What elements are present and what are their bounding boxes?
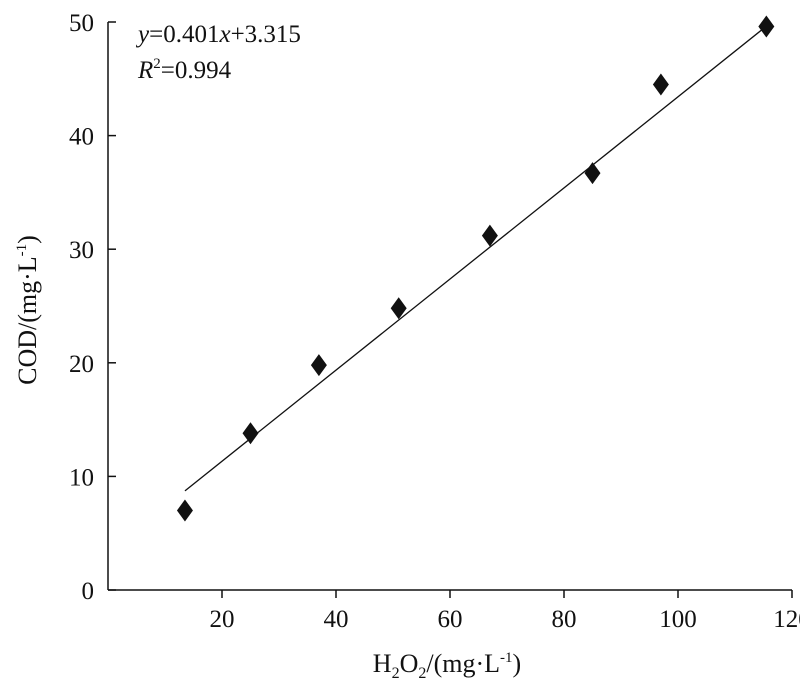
r-squared: R2=0.994 <box>137 56 232 84</box>
data-point <box>481 224 498 247</box>
y-ticks: 0 10 20 30 40 50 <box>69 10 116 605</box>
x-tick-label: 120 <box>773 606 800 633</box>
data-points <box>176 15 775 522</box>
data-point <box>758 15 775 38</box>
x-tick-label: 20 <box>210 606 235 633</box>
x-tick-label: 60 <box>438 606 463 633</box>
data-point <box>652 73 669 96</box>
data-point <box>584 162 601 185</box>
y-axis-title: COD/(mg·L-1) <box>13 235 42 385</box>
data-point <box>176 499 193 522</box>
fit-line <box>184 25 767 492</box>
plot-area: 20 40 60 80 100 120 0 10 20 30 40 50 <box>69 10 800 633</box>
x-tick-label: 40 <box>324 606 349 633</box>
y-tick-label: 40 <box>69 124 94 151</box>
y-tick-label: 50 <box>69 10 94 37</box>
x-tick-label: 100 <box>659 606 697 633</box>
x-ticks: 20 40 60 80 100 120 <box>210 590 800 633</box>
x-axis-title: H2O2/(mg·L-1) <box>373 649 521 682</box>
data-point <box>242 422 259 445</box>
fit-equation: y=0.401x+3.315 <box>135 21 301 48</box>
y-tick-label: 0 <box>82 578 95 605</box>
y-tick-label: 30 <box>69 237 94 264</box>
y-tick-label: 20 <box>69 351 94 378</box>
x-tick-label: 80 <box>552 606 577 633</box>
data-point <box>390 297 407 320</box>
y-tick-label: 10 <box>69 464 94 491</box>
data-point <box>310 354 327 377</box>
